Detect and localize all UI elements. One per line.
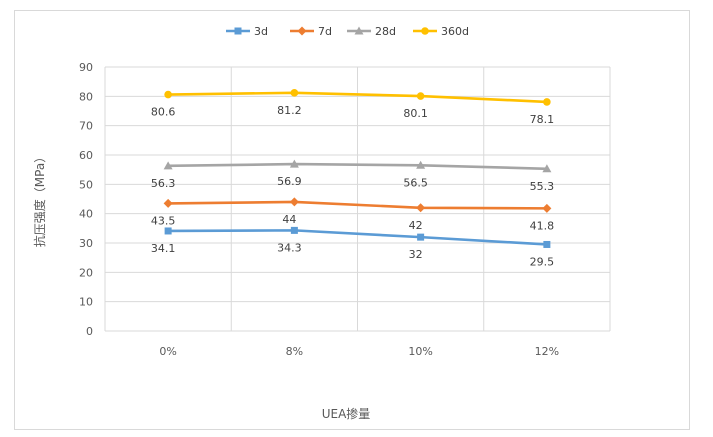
x-axis-title: UEA掺量 bbox=[322, 406, 371, 421]
y-tick-label: 10 bbox=[79, 296, 93, 309]
series-line-3d bbox=[168, 229, 547, 246]
legend-label-360d[interactable]: 360d bbox=[441, 25, 469, 38]
data-point-3d[interactable] bbox=[543, 240, 551, 248]
data-label-7d: 41.8 bbox=[530, 219, 555, 232]
grid bbox=[104, 66, 611, 332]
data-label-28d: 56.9 bbox=[277, 175, 302, 188]
x-tick-label: 0% bbox=[159, 345, 176, 358]
y-tick-label: 0 bbox=[86, 325, 93, 338]
data-label-360d: 80.1 bbox=[403, 107, 428, 120]
data-labels: 34.1 34.3 32 29.5 43.5 44 42 41.8 56.3 56.9 56.5 55… bbox=[151, 104, 554, 269]
data-point-7d[interactable] bbox=[542, 203, 552, 213]
data-point-3d[interactable] bbox=[164, 227, 172, 235]
y-tick-label: 70 bbox=[79, 120, 93, 133]
y-tick-label: 80 bbox=[79, 90, 93, 103]
y-tick-label: 30 bbox=[79, 237, 93, 250]
data-label-3d: 34.3 bbox=[277, 241, 302, 254]
y-tick-label: 20 bbox=[79, 266, 93, 279]
data-point-7d[interactable] bbox=[163, 198, 173, 208]
series-line-28d bbox=[168, 162, 547, 171]
data-label-28d: 56.5 bbox=[403, 176, 428, 189]
y-axis-title: 抗压强度（MPa） bbox=[32, 151, 47, 247]
series-line-360d bbox=[168, 91, 547, 104]
legend-marker-360d[interactable] bbox=[421, 27, 429, 35]
data-label-7d: 42 bbox=[409, 219, 423, 232]
data-point-7d[interactable] bbox=[416, 203, 426, 213]
y-tick-label: 50 bbox=[79, 178, 93, 191]
data-label-28d: 56.3 bbox=[151, 177, 176, 190]
series-group bbox=[163, 89, 552, 248]
y-tick-label: 40 bbox=[79, 208, 93, 221]
data-label-360d: 80.6 bbox=[151, 106, 176, 119]
x-tick-label: 8% bbox=[286, 345, 303, 358]
x-axis-ticks: 0% 8% 10% 12% bbox=[159, 345, 559, 358]
data-label-7d: 43.5 bbox=[151, 214, 176, 227]
series-line-7d bbox=[168, 200, 547, 210]
data-label-7d: 44 bbox=[282, 213, 296, 226]
data-point-3d[interactable] bbox=[290, 226, 298, 234]
x-tick-label: 12% bbox=[535, 345, 559, 358]
data-label-3d: 29.5 bbox=[530, 255, 555, 268]
data-label-3d: 34.1 bbox=[151, 242, 176, 255]
legend-label-3d[interactable]: 3d bbox=[254, 25, 268, 38]
data-point-28d[interactable] bbox=[289, 159, 299, 168]
legend-marker-3d[interactable] bbox=[234, 27, 242, 35]
legend-marker-28d[interactable] bbox=[354, 26, 364, 35]
data-point-3d[interactable] bbox=[417, 233, 425, 241]
y-axis-ticks: 0 10 20 30 40 50 60 70 80 90 bbox=[79, 61, 93, 338]
data-point-360d[interactable] bbox=[543, 98, 551, 106]
data-point-28d[interactable] bbox=[416, 160, 426, 169]
data-point-7d[interactable] bbox=[289, 197, 299, 207]
chart-frame bbox=[14, 10, 690, 430]
x-tick-label: 10% bbox=[408, 345, 432, 358]
data-point-360d[interactable] bbox=[290, 89, 299, 97]
legend-label-7d[interactable]: 7d bbox=[318, 25, 332, 38]
legend-label-28d[interactable]: 28d bbox=[375, 25, 396, 38]
y-tick-label: 90 bbox=[79, 61, 93, 74]
data-point-360d[interactable] bbox=[416, 92, 425, 100]
data-label-360d: 81.2 bbox=[277, 104, 302, 117]
legend[interactable]: 3d 7d 28d 360d bbox=[226, 25, 469, 38]
y-tick-label: 60 bbox=[79, 149, 93, 162]
data-label-28d: 55.3 bbox=[530, 180, 555, 193]
data-point-28d[interactable] bbox=[542, 164, 552, 173]
legend-marker-7d[interactable] bbox=[297, 26, 307, 36]
data-label-3d: 32 bbox=[409, 248, 423, 261]
data-label-360d: 78.1 bbox=[530, 113, 555, 126]
data-point-360d[interactable] bbox=[164, 90, 172, 99]
data-point-28d[interactable] bbox=[163, 161, 173, 170]
